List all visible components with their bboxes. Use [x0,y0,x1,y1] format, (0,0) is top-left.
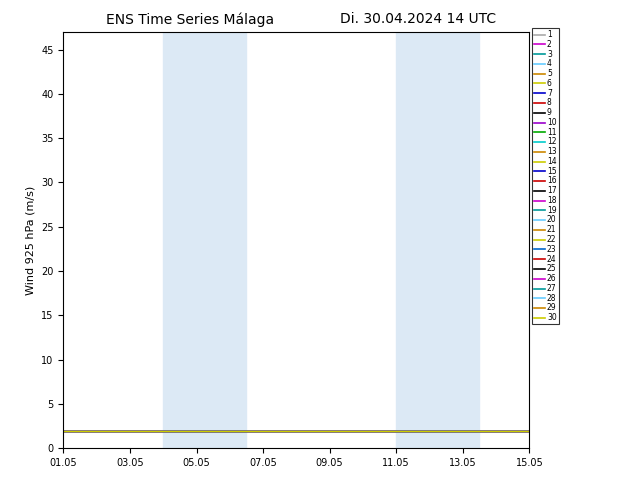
Bar [396,32,479,448]
Y-axis label: Wind 925 hPa (m/s): Wind 925 hPa (m/s) [25,186,36,294]
Legend: 1, 2, 3, 4, 5, 6, 7, 8, 9, 10, 11, 12, 13, 14, 15, 16, 17, 18, 19, 20, 21, 22, 2: 1, 2, 3, 4, 5, 6, 7, 8, 9, 10, 11, 12, 1… [532,27,559,324]
Text: ENS Time Series Málaga: ENS Time Series Málaga [106,12,275,27]
Text: Di. 30.04.2024 14 UTC: Di. 30.04.2024 14 UTC [340,12,496,26]
Bar [164,32,247,448]
